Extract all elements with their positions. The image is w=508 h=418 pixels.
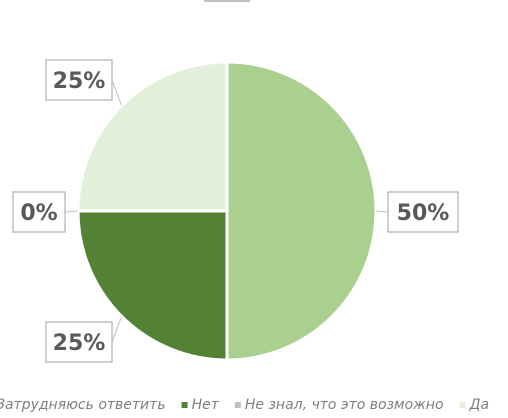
legend-label-3: Не знал, что это возможно: [245, 397, 444, 413]
callout-box-3: [12, 191, 66, 233]
data-labels: 50% 25% 0% 25%: [12, 59, 459, 363]
legend: Затрудняюсь ответить Нет Не знал, что это …: [0, 397, 489, 413]
callout-box-4: [45, 59, 113, 101]
legend-swatch-2: [181, 402, 188, 408]
callout-leader-2: [111, 316, 123, 343]
legend-swatch-4: [459, 402, 466, 408]
callout-leader-1: [375, 210, 389, 213]
pie-slices: [76, 60, 378, 362]
data-label-4: 25%: [53, 69, 106, 94]
data-label-2: 25%: [53, 331, 106, 356]
data-label-3: 0%: [20, 201, 57, 226]
pie-slice-1: [225, 60, 378, 362]
legend-swatch-3: [234, 402, 241, 408]
callout-box-2: [45, 321, 113, 363]
callout-box-1: [387, 191, 459, 233]
legend-label-1: Затрудняюсь ответить: [0, 397, 166, 413]
callout-leader-4: [111, 79, 123, 106]
data-label-1: 50%: [397, 201, 450, 226]
legend-label-4: Да: [469, 397, 490, 413]
callout-leader-3: [64, 210, 79, 213]
legend-label-2: Нет: [192, 397, 220, 413]
